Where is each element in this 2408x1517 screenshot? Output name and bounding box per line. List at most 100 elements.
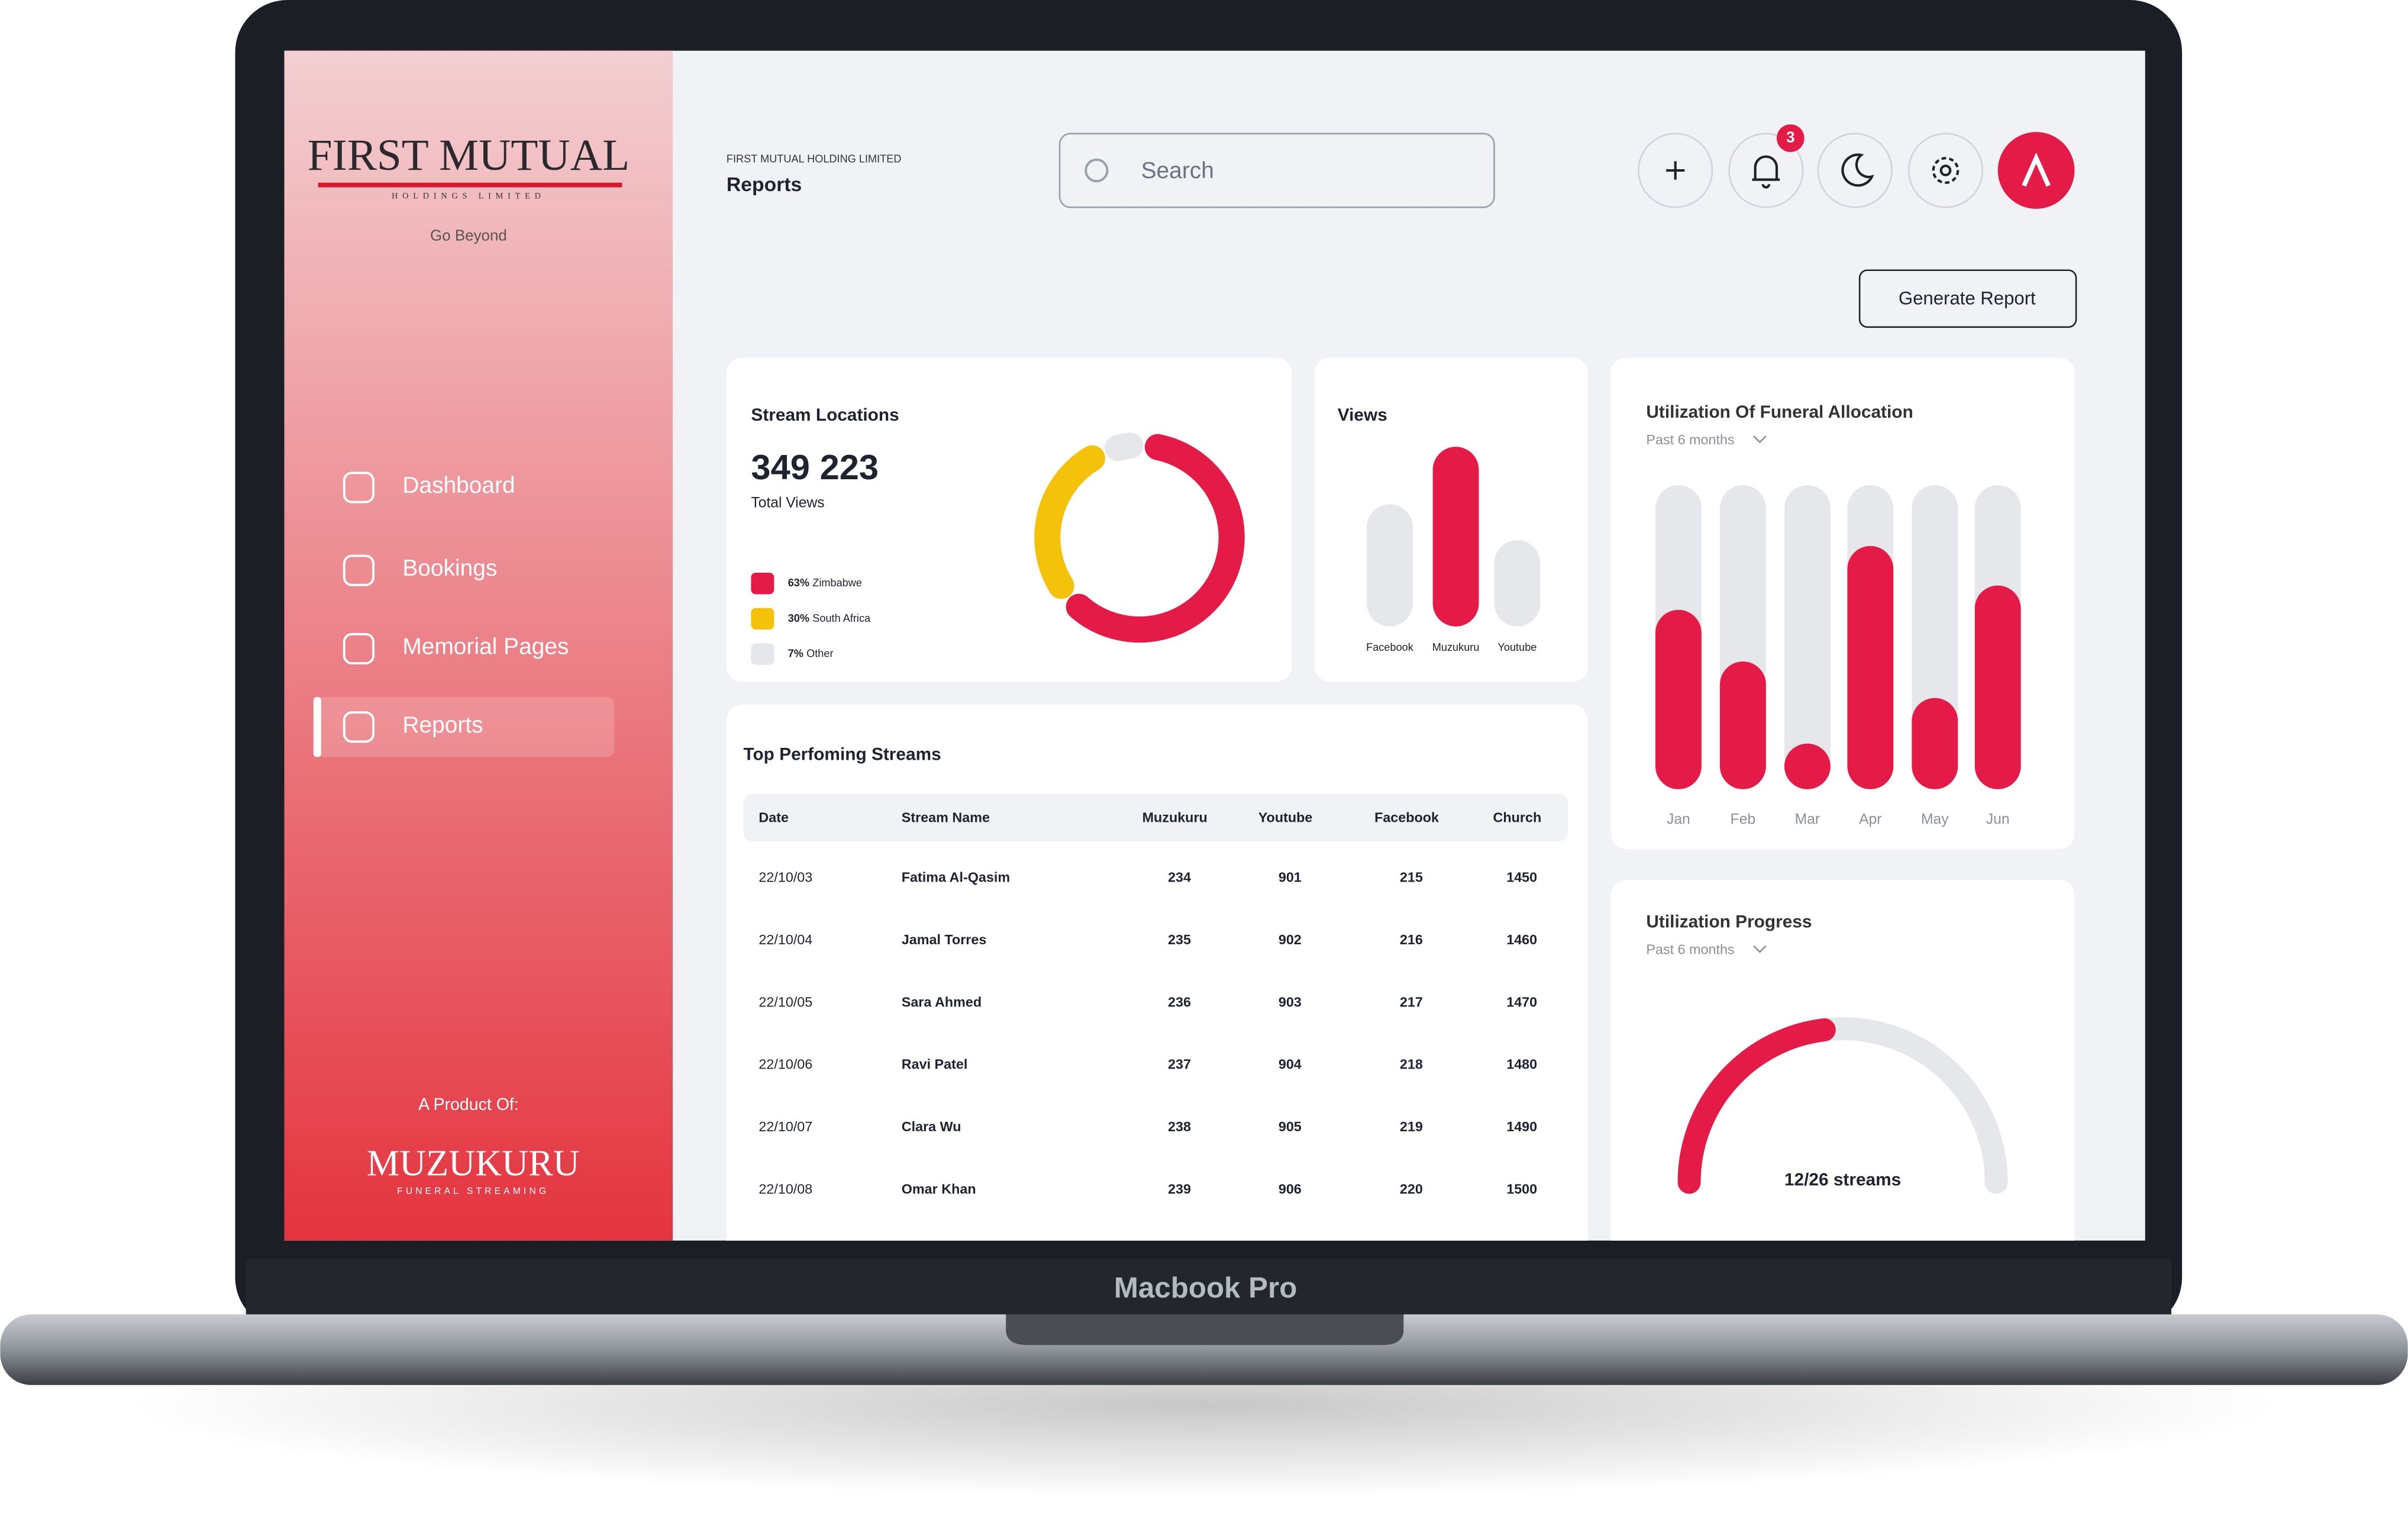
- table-cell: 219: [1400, 1119, 1423, 1134]
- table-cell: Clara Wu: [902, 1119, 961, 1134]
- table-cell: 1460: [1506, 932, 1537, 947]
- chevron: [1753, 945, 1767, 953]
- table-cell: 216: [1400, 932, 1423, 947]
- column-header: Date: [758, 809, 789, 825]
- theme-button[interactable]: [1817, 133, 1893, 208]
- table-cell: Sara Ahmed: [902, 994, 982, 1009]
- nav-active-bar: [313, 697, 321, 757]
- table-cell: 22/10/07: [758, 1119, 812, 1134]
- x-tick-label: Apr: [1859, 811, 1881, 827]
- badge-count: 3: [1786, 129, 1794, 146]
- views-chart: Facebook Muzukuru Youtube: [1366, 447, 1541, 653]
- card: [1610, 880, 2075, 1241]
- toolbar: 3: [1638, 124, 2075, 209]
- search-placeholder: Search: [1141, 158, 1214, 183]
- table-cell: 22/10/03: [758, 870, 812, 885]
- table-row: 22/10/07 Clara Wu 238 905 219 1490: [758, 1119, 1537, 1134]
- table-cell: 236: [1168, 994, 1191, 1009]
- screen: FIRST MUTUAL HOLDINGS LIMITED Go Beyond …: [284, 50, 2145, 1241]
- bell-icon: [1752, 155, 1780, 189]
- total-label: Total Views: [751, 495, 824, 511]
- bar: [1655, 609, 1702, 789]
- nav-active-bg: [315, 697, 615, 757]
- bar: [1912, 698, 1958, 789]
- card: [726, 705, 1588, 1241]
- nav-item[interactable]: Reports: [313, 697, 615, 757]
- legend-percent: 63%: [788, 577, 809, 589]
- nav-item[interactable]: Bookings: [343, 554, 498, 586]
- table-cell: 905: [1279, 1119, 1302, 1134]
- gauge: 12/26 streams: [1677, 1017, 2008, 1194]
- moon-icon: [1841, 153, 1874, 187]
- bar: [1432, 447, 1479, 627]
- avatar[interactable]: [1997, 132, 2075, 209]
- company: FIRST MUTUAL HOLDING LIMITED: [727, 153, 902, 165]
- legend-swatch: [751, 608, 774, 630]
- nav-label: Memorial Pages: [402, 634, 569, 659]
- table-cell: 1480: [1506, 1057, 1537, 1072]
- settings-button[interactable]: [1907, 133, 1984, 208]
- nav-item[interactable]: Dashboard: [343, 472, 515, 503]
- x-tick-label: Facebook: [1366, 641, 1414, 653]
- x-tick-label: Jun: [1986, 811, 2010, 827]
- period[interactable]: Past 6 months: [1646, 942, 1734, 957]
- table-cell: 218: [1400, 1057, 1423, 1072]
- table-cell: 239: [1168, 1181, 1191, 1196]
- search-box[interactable]: [1058, 133, 1495, 208]
- chin: [246, 1259, 2171, 1318]
- table-cell: 1450: [1506, 870, 1537, 885]
- generate-label: Generate Report: [1899, 288, 2036, 308]
- table: Date Stream Name Muzukuru Youtube Facebook Ch…: [758, 809, 1541, 1196]
- nav-icon: [343, 472, 375, 503]
- legend-label: 63% Zimbabwe: [788, 577, 862, 589]
- nav-item[interactable]: Memorial Pages: [343, 632, 569, 665]
- donut-segment: [1066, 434, 1245, 643]
- x-tick-label: May: [1921, 811, 1949, 827]
- table-cell: 22/10/05: [758, 994, 812, 1009]
- table-cell: Jamal Torres: [902, 932, 987, 947]
- table-cell: 1470: [1506, 994, 1537, 1009]
- sidebar: [284, 50, 673, 1241]
- laptop-base: [0, 1314, 2408, 1385]
- legend-swatch: [751, 572, 774, 595]
- table-cell: 906: [1279, 1181, 1302, 1196]
- avatar-mark: [2022, 152, 2051, 187]
- table-cell: 220: [1400, 1181, 1423, 1196]
- bar: [1494, 540, 1541, 627]
- brand: MUZUKURU: [367, 1144, 580, 1184]
- generate-button[interactable]: [1858, 269, 2077, 328]
- table-row: 22/10/04 Jamal Torres 235 902 216 1460: [758, 932, 1537, 947]
- nav-icon: [343, 632, 375, 665]
- table-cell: 904: [1279, 1057, 1302, 1072]
- card-title: Views: [1338, 405, 1387, 425]
- device-label: Macbook Pro: [1114, 1271, 1297, 1304]
- legend-name: South Africa: [812, 612, 871, 624]
- table-cell: 22/10/06: [758, 1057, 812, 1072]
- generate-report[interactable]: Generate Report: [1858, 269, 2077, 328]
- period[interactable]: Past 6 months: [1646, 432, 1734, 447]
- legend-percent: 30%: [788, 612, 809, 624]
- logo-title: FIRST MUTUAL: [308, 131, 630, 180]
- table-row: 22/10/03 Fatima Al-Qasim 234 901 215 1450: [758, 870, 1537, 885]
- tagline: Go Beyond: [430, 228, 507, 244]
- x-tick-label: Jan: [1667, 811, 1690, 827]
- search[interactable]: Search: [1058, 133, 1495, 208]
- column-header: Youtube: [1258, 809, 1313, 825]
- table-row: 22/10/06 Ravi Patel 237 904 218 1480: [758, 1057, 1537, 1072]
- notification-button[interactable]: [1728, 133, 1804, 208]
- bar: [1847, 546, 1894, 789]
- gear-hub: [1939, 164, 1952, 176]
- table-row: 22/10/08 Omar Khan 239 906 220 1500: [758, 1181, 1537, 1196]
- nav-label: Reports: [402, 712, 483, 738]
- table-cell: 234: [1168, 870, 1191, 885]
- bar: [1719, 661, 1766, 789]
- add-icon: [1666, 161, 1685, 180]
- bar: [1784, 743, 1831, 789]
- nav: Dashboard Bookings Memorial Pages Reports: [313, 472, 615, 757]
- logo-subtitle: HOLDINGS LIMITED: [392, 191, 545, 201]
- page-title: Reports: [727, 173, 802, 196]
- legend-name: Other: [806, 647, 833, 659]
- bar: [1367, 504, 1413, 627]
- legend-label: 7% Other: [788, 647, 834, 659]
